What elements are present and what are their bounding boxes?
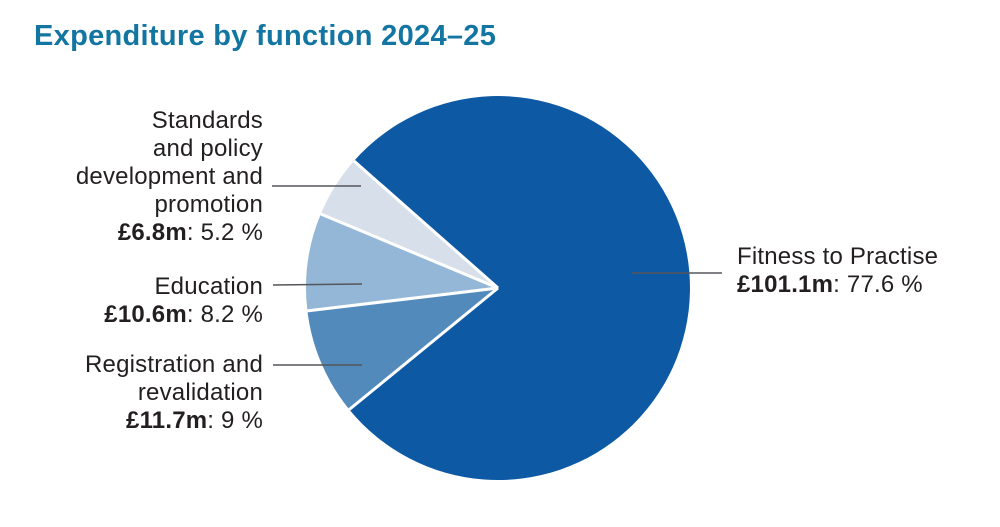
- slice-separator: [348, 286, 499, 411]
- label-line: promotion: [154, 191, 263, 218]
- label-value: £11.7m: 9 %: [85, 407, 263, 435]
- label-education: Education £10.6m: 8.2 %: [104, 273, 263, 329]
- label-registration-and-revalidation: Registration and revalidation £11.7m: 9 …: [85, 351, 263, 435]
- leader-line-education: [272, 283, 363, 286]
- percent-text: : 5.2 %: [186, 219, 263, 246]
- chart-title: Expenditure by function 2024–25: [34, 20, 497, 52]
- label-value: £10.6m: 8.2 %: [104, 301, 263, 329]
- pie-slice-standards-and-policy-development-and-promotion: [320, 161, 498, 288]
- label-line: Education: [154, 273, 263, 300]
- label-line: development and: [75, 163, 263, 190]
- label-line: and policy: [152, 135, 263, 162]
- amount-text: £10.6m: [104, 301, 187, 328]
- label-line: revalidation: [137, 379, 263, 406]
- label-value: £101.1m: 77.6 %: [737, 271, 938, 299]
- slice-separator: [320, 212, 499, 290]
- label-standards-and-policy: Standards and policy development and pro…: [76, 107, 263, 247]
- percent-text: : 9 %: [207, 407, 263, 434]
- label-line: Fitness to Practise: [737, 243, 939, 270]
- label-line: Standards: [151, 107, 263, 134]
- pie-slice-fitness-to-practise: [349, 96, 690, 481]
- percent-text: : 8.2 %: [186, 301, 263, 328]
- amount-text: £6.8m: [117, 219, 187, 246]
- label-line: Registration and: [85, 351, 263, 378]
- label-value: £6.8m: 5.2 %: [76, 219, 263, 247]
- amount-text: £11.7m: [126, 407, 208, 434]
- slice-separator: [353, 159, 499, 290]
- slice-separator: [307, 286, 499, 313]
- pie-slice-registration-and-revalidation: [307, 288, 498, 410]
- percent-text: : 77.6 %: [833, 271, 923, 298]
- amount-text: £101.1m: [737, 271, 834, 298]
- pie-slice-education: [306, 214, 498, 311]
- label-fitness-to-practise: Fitness to Practise £101.1m: 77.6 %: [737, 243, 938, 299]
